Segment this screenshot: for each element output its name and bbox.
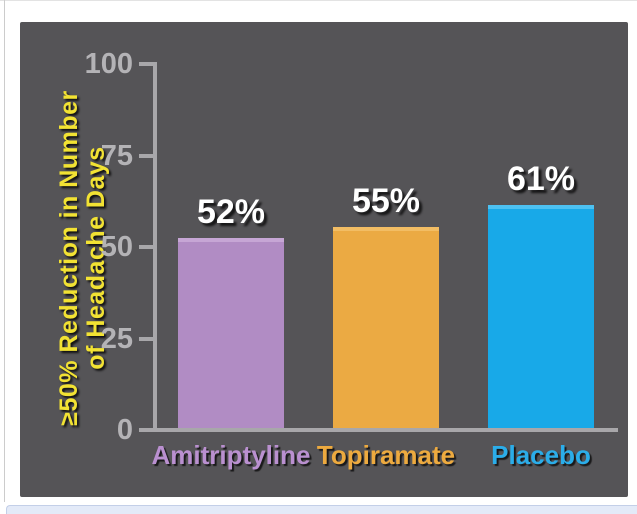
- bar-value-label: 61%: [506, 160, 576, 198]
- y-tick-mark: [139, 336, 153, 341]
- y-tick-label: 0: [116, 414, 133, 446]
- bar-category-label: Topiramate: [316, 440, 456, 470]
- bar-category-label: Placebo: [491, 440, 591, 470]
- bar-category-label: Amitriptyline: [151, 440, 311, 470]
- left-border-line: [4, 0, 5, 502]
- top-border-line: [0, 0, 637, 1]
- bar-value-label: 52%: [196, 193, 266, 231]
- bar-amitriptyline: [178, 238, 284, 428]
- y-tick-label: 50: [100, 231, 133, 263]
- y-tick-label: 75: [100, 139, 133, 172]
- y-tick-mark: [139, 428, 153, 432]
- y-tick-label: 25: [100, 322, 133, 355]
- bar-value-label: 55%: [351, 182, 421, 220]
- bar-topiramate: [333, 227, 439, 428]
- bottom-strip: [6, 505, 637, 514]
- y-axis-line: [153, 62, 157, 432]
- bar-placebo: [488, 205, 594, 428]
- y-tick-mark: [139, 245, 153, 249]
- y-tick-label: 100: [84, 48, 133, 80]
- y-tick-mark: [139, 153, 153, 158]
- x-axis-line: [139, 428, 618, 432]
- y-tick-mark: [139, 62, 153, 66]
- chart-panel: ≥50% Reduction in Number of Headache Day…: [20, 22, 628, 497]
